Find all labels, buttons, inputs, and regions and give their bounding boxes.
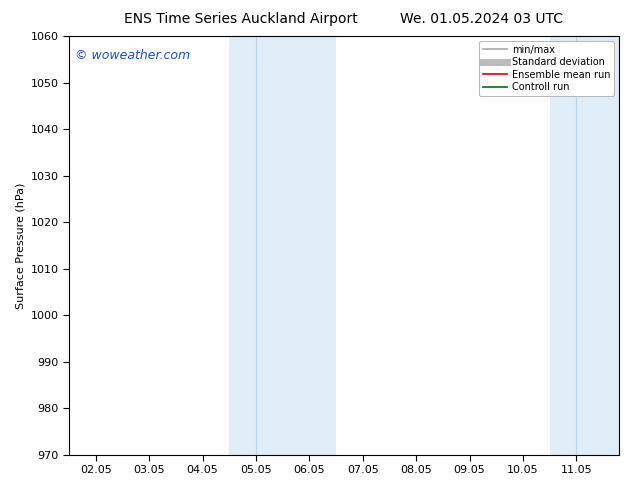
Bar: [550, 36, 619, 455]
Bar: [230, 36, 336, 455]
Text: © woweather.com: © woweather.com: [75, 49, 190, 62]
Text: We. 01.05.2024 03 UTC: We. 01.05.2024 03 UTC: [400, 12, 564, 26]
Text: ENS Time Series Auckland Airport: ENS Time Series Auckland Airport: [124, 12, 358, 26]
Legend: min/max, Standard deviation, Ensemble mean run, Controll run: min/max, Standard deviation, Ensemble me…: [479, 41, 614, 96]
Y-axis label: Surface Pressure (hPa): Surface Pressure (hPa): [15, 182, 25, 309]
